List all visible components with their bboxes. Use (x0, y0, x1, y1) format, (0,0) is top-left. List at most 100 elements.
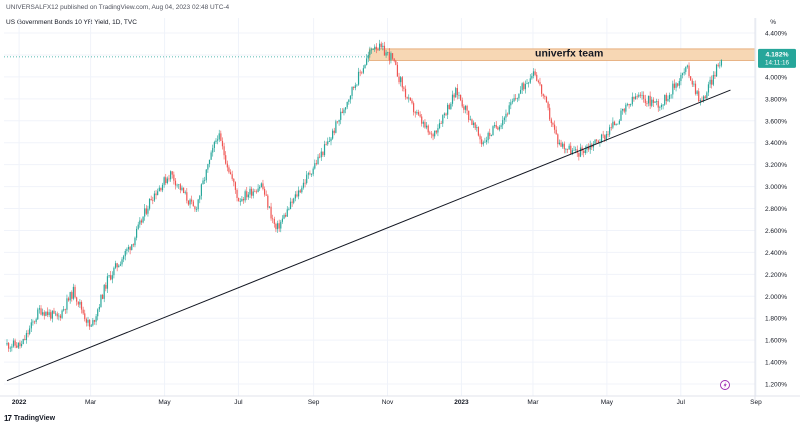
candle-body (654, 101, 656, 103)
candle-body (622, 108, 624, 111)
candle (560, 139, 562, 147)
candle-body (199, 195, 201, 200)
candle (228, 165, 230, 174)
candle (82, 306, 84, 315)
candle (659, 105, 661, 111)
candle (197, 198, 199, 212)
candle (330, 137, 332, 146)
symbol-legend[interactable]: US Government Bonds 10 YR Yield, 1D, TVC (6, 19, 137, 26)
candle (283, 213, 285, 220)
candle-body (97, 309, 99, 317)
candle (460, 94, 462, 102)
candle-body (709, 79, 711, 85)
candle (110, 270, 112, 281)
candle-body (667, 98, 669, 101)
candle-body (395, 60, 397, 65)
candle (173, 171, 175, 185)
candle-body (455, 88, 457, 98)
candle (472, 120, 475, 128)
candle-body (46, 311, 49, 316)
candle-body (362, 68, 364, 73)
candle-body (649, 95, 651, 106)
candle (694, 80, 697, 96)
candle-body (69, 292, 71, 301)
candle-body (25, 333, 28, 340)
candle (717, 62, 719, 68)
candle (309, 170, 311, 176)
candle-body (210, 152, 212, 160)
candle (468, 110, 470, 123)
y-tick-label: 4.400% (765, 31, 787, 38)
lightning-icon[interactable] (720, 380, 730, 390)
candle-body (375, 46, 377, 50)
candle-body (226, 163, 228, 168)
tradingview-logo[interactable]: 17 TradingView (4, 414, 55, 423)
candle-body (105, 285, 107, 289)
candle (455, 86, 457, 98)
candle-body (265, 194, 267, 196)
candle-body (231, 174, 233, 179)
candle-body (354, 85, 356, 89)
candle (147, 205, 149, 217)
candle-body (641, 95, 643, 96)
candle (265, 190, 267, 196)
candle (720, 59, 723, 68)
candle (432, 132, 434, 141)
candle-body (610, 127, 612, 128)
candle (244, 189, 246, 203)
candle-body (707, 84, 710, 93)
candle (8, 342, 10, 352)
candle (98, 304, 100, 313)
candle (64, 308, 66, 315)
candle-body (445, 113, 447, 115)
candle (542, 93, 544, 99)
candle (95, 313, 97, 326)
candle-body (71, 292, 73, 299)
y-tick-label: 1.800% (765, 316, 787, 323)
candle (231, 170, 233, 181)
candle-body (630, 104, 632, 106)
candle-body (404, 88, 407, 98)
candle (417, 109, 420, 117)
candle (273, 216, 275, 228)
candle (132, 243, 134, 248)
candle (498, 125, 501, 132)
candle-body (32, 321, 34, 323)
candle-body (323, 144, 326, 156)
y-tick-label: 1.400% (765, 360, 787, 367)
candle (625, 102, 627, 115)
candle-body (35, 319, 37, 322)
candle-body (255, 191, 258, 193)
candle (366, 54, 368, 66)
candle (137, 221, 139, 230)
candle-body (38, 308, 40, 310)
candle (32, 319, 34, 326)
candle-body (662, 104, 664, 106)
candle-body (340, 111, 342, 120)
candle (411, 98, 413, 105)
candle (494, 122, 496, 129)
candle-body (242, 199, 245, 201)
candle (453, 92, 455, 101)
candle (225, 151, 227, 165)
candle (586, 144, 588, 154)
candle-body (119, 264, 121, 266)
support-trendline[interactable] (6, 89, 731, 382)
candle (651, 96, 653, 108)
candle (409, 97, 411, 102)
candle (103, 283, 105, 303)
candle-body (670, 94, 672, 96)
candle (636, 94, 638, 100)
candle (187, 200, 190, 206)
candle (168, 174, 170, 182)
candle (53, 307, 55, 315)
candle (218, 129, 220, 143)
candle (160, 187, 162, 192)
candle-body (194, 206, 196, 210)
candle (192, 199, 194, 207)
candle (155, 190, 157, 200)
candle-body (615, 123, 617, 126)
candle-body (79, 301, 81, 305)
candle (495, 121, 497, 129)
